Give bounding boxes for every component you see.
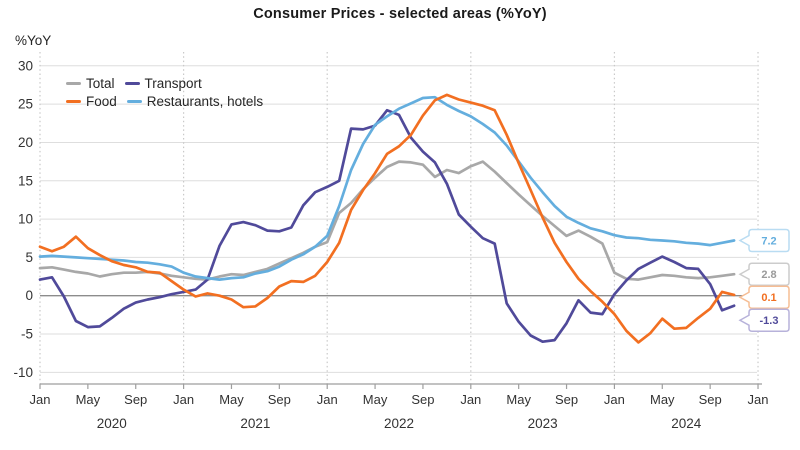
month-tick-label: Jan [604, 392, 625, 407]
y-tick-label: -10 [13, 365, 33, 380]
year-tick-label: 2022 [384, 416, 414, 431]
legend-label: Transport [144, 76, 202, 91]
end-value-callout-text: 0.1 [761, 292, 776, 304]
legend-label: Total [86, 76, 115, 91]
year-tick-label: 2024 [671, 416, 702, 431]
end-value-callout-box [738, 262, 790, 286]
series-line-transport [38, 108, 736, 344]
month-tick-label: May [650, 392, 675, 407]
y-tick-label: 30 [18, 58, 33, 73]
legend-item-total: Total [66, 76, 115, 91]
chart-legend: Total Transport Food Restaurants, hotels [66, 76, 263, 109]
month-tick-label: Jan [30, 392, 51, 407]
y-tick-label: 0 [25, 288, 33, 303]
y-tick-label: 25 [18, 97, 33, 112]
month-tick-label: May [219, 392, 244, 407]
legend-label: Restaurants, hotels [146, 94, 264, 109]
year-tick-label: 2023 [528, 416, 558, 431]
end-value-callout-text: -1.3 [760, 315, 779, 327]
y-tick-label: -5 [21, 327, 33, 342]
y-axis-unit-label: %YoY [15, 33, 52, 48]
end-value-callout-text: 2.8 [761, 269, 776, 281]
legend-row: Food Restaurants, hotels [66, 94, 263, 109]
month-tick-label: Jan [460, 392, 481, 407]
chart-title: Consumer Prices - selected areas (%YoY) [253, 6, 547, 22]
year-tick-label: 2020 [97, 416, 127, 431]
legend-label: Food [86, 94, 117, 109]
month-tick-label: Sep [268, 392, 291, 407]
legend-marker-icon [66, 99, 81, 104]
legend-item-transport: Transport [124, 76, 202, 91]
month-tick-label: Jan [317, 392, 338, 407]
y-tick-label: 5 [25, 250, 33, 265]
legend-marker-icon [126, 99, 142, 104]
y-tick-label: 15 [18, 173, 33, 188]
end-value-callout-box [738, 228, 790, 253]
series-line-food [38, 93, 736, 344]
month-tick-label: Sep [699, 392, 722, 407]
legend-marker-icon [66, 81, 81, 86]
month-tick-label: Jan [173, 392, 194, 407]
month-tick-label: Sep [124, 392, 147, 407]
month-tick-label: Sep [555, 392, 578, 407]
month-tick-label: Sep [411, 392, 434, 407]
legend-item-restaurants-hotels: Restaurants, hotels [126, 94, 264, 109]
end-value-callout-text: 7.2 [761, 236, 776, 248]
end-value-callout-box [738, 308, 790, 332]
legend-item-food: Food [66, 94, 117, 109]
y-tick-label: 20 [18, 135, 33, 150]
legend-row: Total Transport [66, 76, 263, 91]
month-tick-label: May [76, 392, 101, 407]
series-line-restaurants-hotels [38, 95, 736, 281]
y-tick-label: 10 [18, 212, 33, 227]
month-tick-label: May [506, 392, 531, 407]
month-tick-label: May [363, 392, 388, 407]
end-value-callout-box [738, 285, 790, 309]
month-tick-label: Jan [748, 392, 769, 407]
legend-marker-icon [124, 81, 140, 86]
year-tick-label: 2021 [240, 416, 270, 431]
